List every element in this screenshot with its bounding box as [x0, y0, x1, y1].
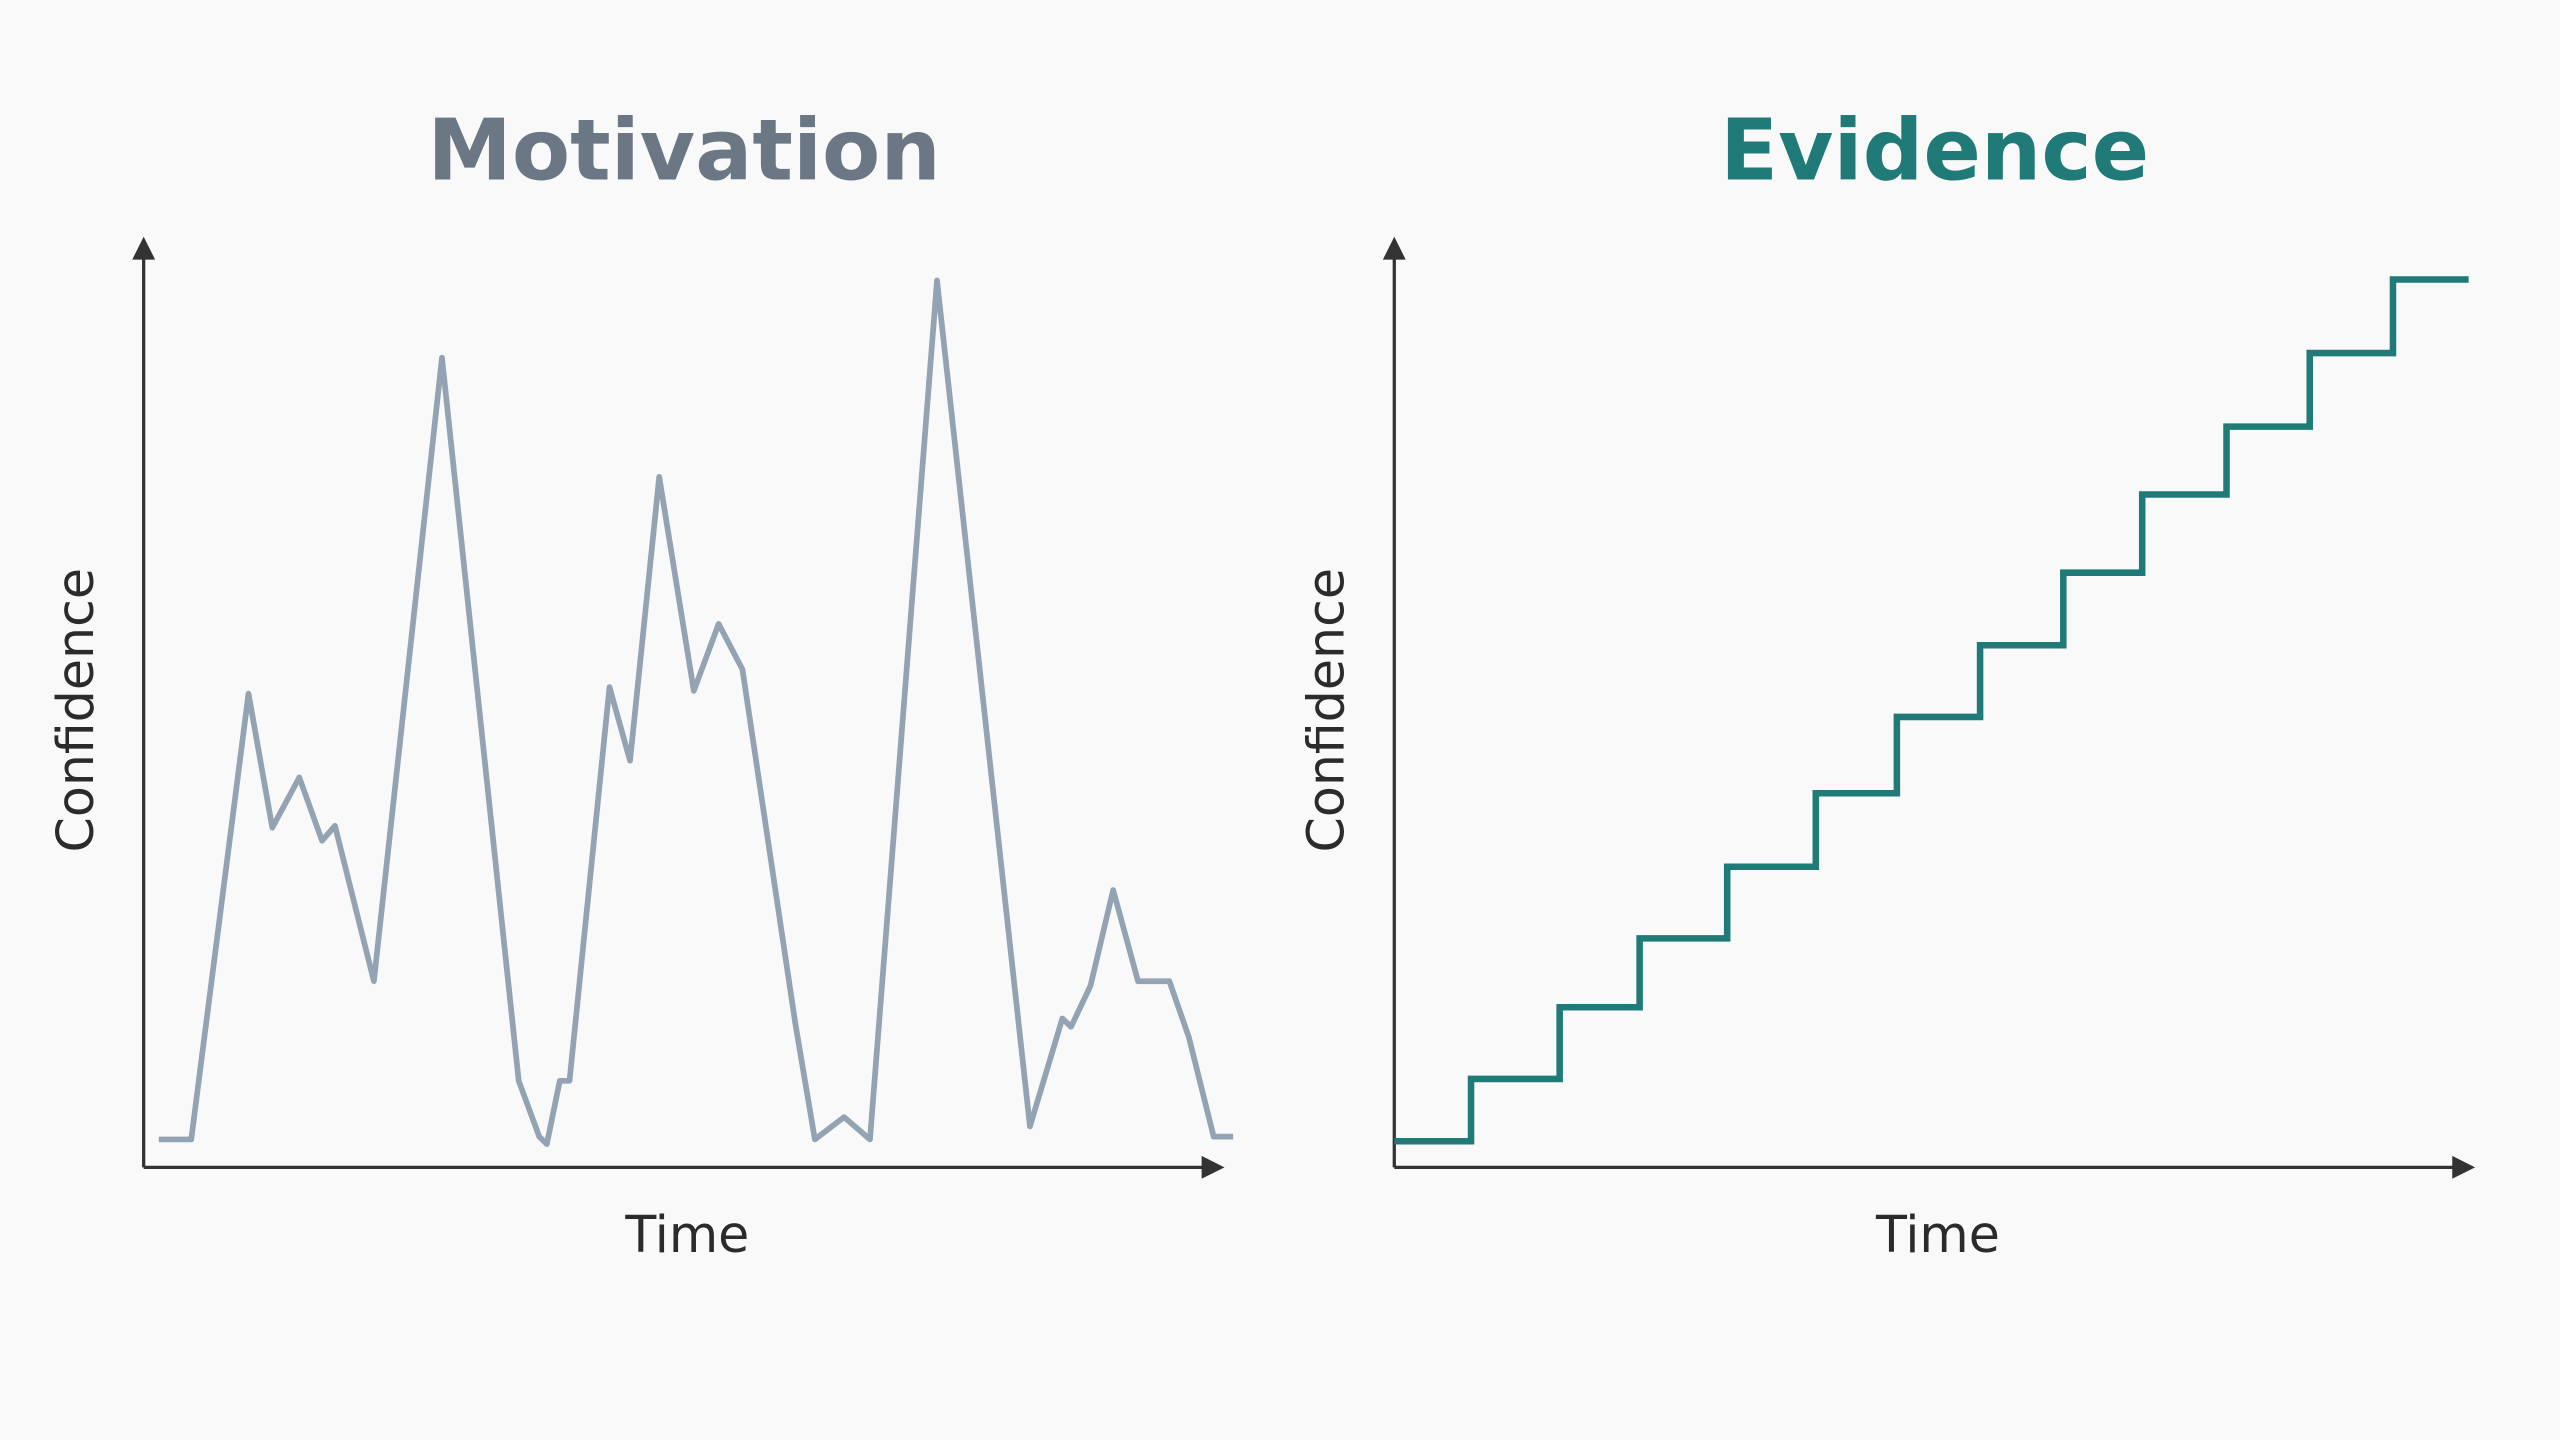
- x-axis-arrow: [1201, 1155, 1225, 1179]
- x-axis-label: Time: [1875, 1205, 2000, 1264]
- y-axis-label: Confidence: [46, 568, 105, 853]
- y-axis-label: Confidence: [1297, 568, 1356, 853]
- x-axis-label: Time: [624, 1205, 749, 1264]
- step-line: [1394, 276, 2469, 1145]
- chart-title: Evidence: [1720, 102, 2149, 201]
- y-axis-arrow: [1382, 236, 1406, 260]
- data-line: [158, 277, 1234, 1147]
- y-axis-arrow: [132, 236, 156, 260]
- chart-title: Motivation: [427, 102, 940, 201]
- x-axis-arrow: [2452, 1155, 2476, 1179]
